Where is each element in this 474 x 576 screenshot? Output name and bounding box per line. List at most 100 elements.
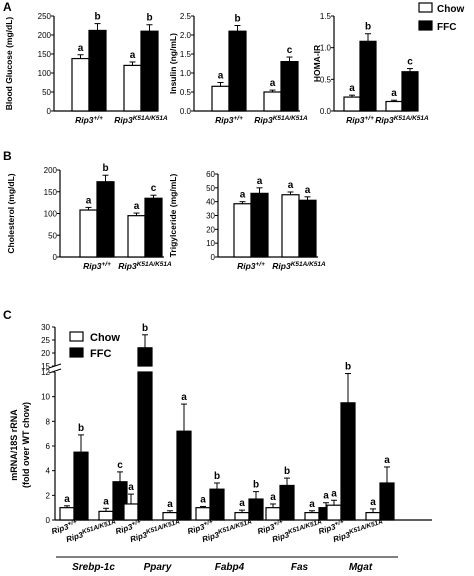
chart3-y-tick-label: 150 [44, 188, 58, 197]
chart2-sig-letter: a [349, 83, 355, 94]
chart0-sig-letter: b [146, 13, 152, 24]
chart3-y-label: Cholesterol (mg/dL) [6, 173, 16, 253]
chartC-bar-ffc [340, 402, 356, 521]
legend-c: Chow FFC [69, 331, 120, 360]
chart0-category-label: Rip3K51A/K51A [114, 115, 168, 126]
panel-label-a: A [3, 0, 12, 14]
chartC-bar-ffc-upper [137, 347, 153, 367]
chartC-y-tick-label: 6 [46, 442, 51, 451]
chart4-sig-letter: a [305, 185, 311, 196]
chartC-sig-letter: c [117, 460, 123, 471]
chartC-y-tick-label: 2 [46, 491, 51, 500]
chartC-sig-letter: b [142, 323, 148, 334]
chart1-y-tick-label: 2.5 [180, 12, 192, 21]
chart3-sig-letter: a [86, 195, 92, 206]
chart1-y-tick-label: 1.0 [180, 69, 192, 78]
chartC-sig-letter: b [284, 466, 290, 477]
chart1-sig-letter: c [287, 45, 293, 56]
chartC-sig-letter: a [167, 499, 173, 510]
chart2-category-label: Rip3K51A/K51A [375, 115, 429, 126]
chart1-bar-chow [211, 85, 230, 112]
chart1-y-tick-label: 2.0 [180, 31, 192, 40]
chart2-sig-letter: c [407, 57, 413, 68]
chart4-bar-ffc [250, 192, 269, 258]
chartC-y-tick-label: 12 [41, 368, 50, 377]
chart4-y-label: Trigylceride (mg/mL) [168, 174, 178, 258]
chart0-sig-letter: a [78, 43, 84, 54]
chart3-y-tick-label: 0 [53, 253, 58, 262]
chartC-y-tick-label: 20 [41, 349, 50, 358]
chartC-y-tick-label: 0 [46, 516, 51, 525]
chart3-y-tick-label: 50 [48, 231, 57, 240]
chart2-sig-letter: b [365, 22, 371, 33]
chartC-sig-letter: b [345, 362, 351, 373]
chart2-y-tick-label: 1.0 [320, 44, 332, 53]
chartC-y-tick-label: 25 [41, 336, 50, 345]
chart4-sig-letter: a [240, 190, 246, 201]
chartC-y-tick-label: 15 [41, 362, 50, 371]
legend-a-chow-swatch [418, 2, 433, 13]
chart2-bar-ffc [401, 71, 419, 112]
chart4-sig-letter: a [288, 180, 294, 191]
chartC-sig-letter: a [103, 496, 109, 507]
chart0-category-label: Rip3+/+ [75, 115, 103, 126]
chartC-sig-letter: a [128, 482, 134, 493]
legend-a: Chow FFC [418, 2, 464, 33]
chart4-sig-letter: a [257, 176, 263, 187]
chartC-bar-ffc [137, 371, 153, 521]
chartC-gene-label: Fabp4 [215, 562, 245, 573]
chart4-bar-chow [233, 203, 252, 258]
chartC-sig-letter: a [181, 392, 187, 403]
chart4-bar-chow [281, 194, 300, 258]
chart3-bar-ffc [96, 181, 115, 258]
chartC-gene-label: Srebp-1c [72, 562, 115, 573]
chartC-sig-letter: a [331, 488, 337, 499]
chart2-y-tick-label: 0.5 [320, 75, 332, 84]
chart4-y-tick-label: 40 [206, 198, 215, 207]
chartC-y-tick-label: 30 [41, 323, 50, 332]
chartC-sig-letter: b [253, 480, 259, 491]
chart1-bar-chow [263, 91, 282, 112]
chart3-category-label: Rip3K51A/K51A [118, 261, 172, 272]
chart0-y-tick-label: 250 [38, 12, 52, 21]
chartC-bar-chow [326, 504, 342, 521]
chart0-y-tick-label: 100 [38, 69, 52, 78]
chartC-bar-ffc [73, 451, 89, 521]
chartC-y-label-line1: mRNA/18S rRNA [9, 409, 19, 481]
chartC-sig-letter: a [370, 497, 376, 508]
chart0-sig-letter: a [130, 50, 136, 61]
chart0-bar-ffc [88, 29, 107, 112]
legend-c-ffc-label: FFC [90, 348, 111, 360]
chart1-sig-letter: a [218, 71, 224, 82]
chart0-y-tick-label: 200 [38, 31, 52, 40]
chart3-category-label: Rip3+/+ [83, 261, 111, 272]
chart3-bar-chow [127, 215, 146, 258]
chart2-y-tick-label: 1.5 [320, 12, 332, 21]
chart2-bar-ffc [359, 40, 377, 112]
chart2-bar-chow [343, 96, 361, 112]
chart0-y-label: Blood Glucose (mg/dL) [4, 17, 14, 111]
chart1-category-label: Rip3K51A/K51A [254, 115, 308, 126]
chart0-y-tick-label: 150 [38, 50, 52, 59]
chartC-gene-label: Ppary [144, 562, 172, 573]
panel-label-c: C [3, 308, 12, 322]
chart3-sig-letter: c [151, 183, 157, 194]
chartC-bar-ffc [176, 430, 192, 521]
chartC-sig-letter: a [239, 498, 245, 509]
chartC-bar-ffc [248, 498, 264, 521]
chartC-sig-letter: b [214, 471, 220, 482]
chart1-bar-ffc [228, 30, 247, 112]
chartC-bar-chow [123, 503, 139, 521]
chart3-sig-letter: a [134, 201, 140, 212]
legend-a-chow-label: Chow [437, 4, 464, 15]
chartC-gene-label: Fas [291, 562, 309, 573]
chart4-y-tick-label: 0 [211, 253, 216, 262]
chart0-bar-chow [71, 57, 90, 112]
chart3-y-tick-label: 200 [44, 166, 58, 175]
chart0-bar-ffc [140, 30, 159, 112]
chart3-sig-letter: b [102, 163, 108, 174]
chart4-y-tick-label: 60 [206, 170, 215, 179]
chartC-sig-letter: b [78, 423, 84, 434]
chart4-y-tick-label: 20 [206, 225, 215, 234]
legend-a-ffc-swatch [418, 20, 433, 31]
